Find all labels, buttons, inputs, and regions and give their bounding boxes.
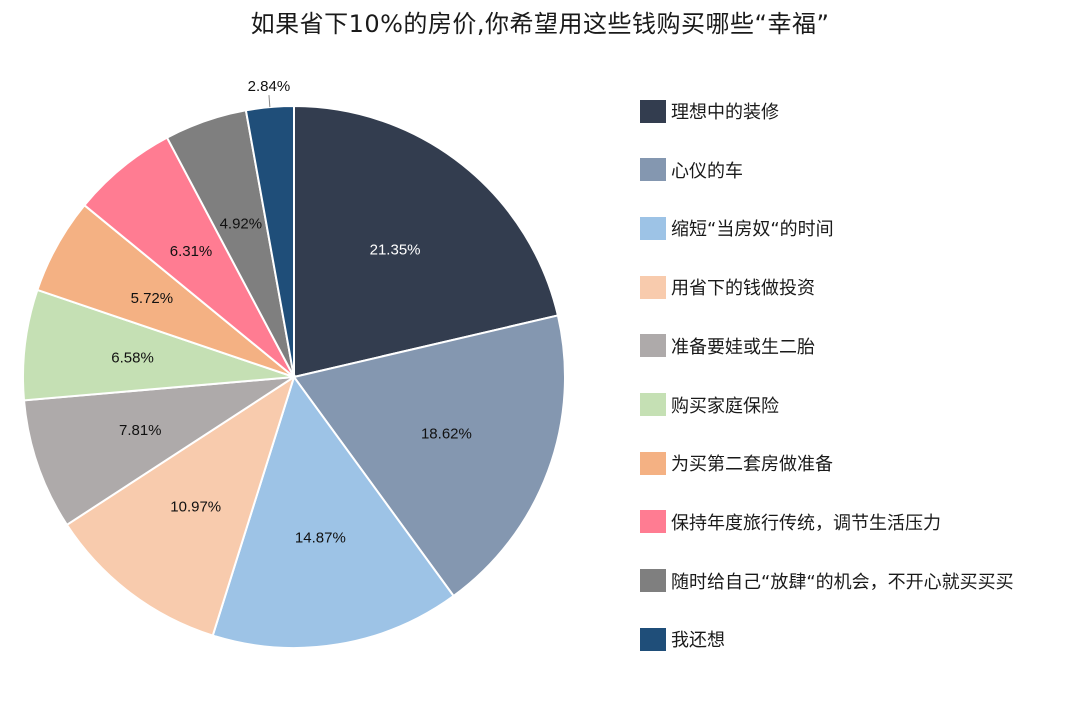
legend-label: 缩短“当房奴“的时间	[671, 219, 834, 241]
legend-item: 准备要娃或生二胎	[640, 333, 815, 359]
legend-item: 用省下的钱做投资	[640, 274, 815, 300]
legend-label: 购买家庭保险	[671, 395, 779, 417]
legend-item: 随时给自己“放肆“的机会，不开心就买买买	[640, 568, 1014, 594]
legend-label: 用省下的钱做投资	[671, 278, 815, 300]
pie-slice	[292, 314, 566, 598]
legend-label: 随时给自己“放肆“的机会，不开心就买买买	[671, 571, 1014, 593]
slice-value-label: 10.97%	[170, 499, 221, 516]
legend-item: 缩短“当房奴“的时间	[640, 215, 834, 241]
slice-value-label: 4.92%	[220, 215, 263, 232]
legend-item: 保持年度旅行传统，调节生活压力	[640, 509, 941, 535]
legend-item: 我还想	[640, 626, 725, 652]
chart-title: 如果省下10%的房价,你希望用这些钱购买哪些“幸福”	[250, 10, 830, 38]
legend-swatch	[640, 569, 666, 593]
legend-swatch	[640, 510, 666, 534]
leader-line	[268, 95, 271, 108]
legend-label: 理想中的装修	[671, 102, 779, 123]
slice-value-label: 7.81%	[119, 422, 162, 439]
slice-value-label: 6.31%	[170, 243, 213, 260]
legend-label: 心仪的车	[671, 160, 743, 182]
legend-label: 为买第二套房做准备	[671, 454, 833, 476]
slice-value-label: 18.62%	[421, 426, 472, 443]
legend-swatch	[640, 393, 666, 416]
legend-item: 理想中的装修	[640, 98, 779, 124]
legend-item: 心仪的车	[640, 157, 743, 183]
slice-value-label: 14.87%	[295, 529, 346, 546]
legend-swatch	[640, 334, 666, 358]
pie-slice	[65, 374, 296, 637]
pie-slice	[22, 376, 295, 527]
legend-item: 购买家庭保险	[640, 392, 779, 418]
slice-value-label: 5.72%	[131, 290, 174, 307]
legend-swatch	[640, 451, 666, 475]
legend-swatch	[640, 275, 666, 299]
legend-label: 准备要娃或生二胎	[671, 336, 815, 358]
pie-slice	[22, 288, 295, 402]
legend-label: 我还想	[671, 630, 725, 652]
slice-value-label: 6.58%	[111, 349, 154, 366]
legend-swatch	[640, 216, 666, 240]
pie-slice	[293, 104, 560, 379]
pie-chart: 21.35% 18.62% 14.87% 10.97% 7.81% 6.58% 5.72% 6…	[22, 78, 566, 649]
legend-item: 为买第二套房做准备	[640, 450, 833, 476]
pie-slice	[244, 104, 295, 378]
legend-swatch	[640, 99, 666, 123]
legend-swatch	[640, 627, 666, 651]
slice-value-label: 21.35%	[370, 242, 421, 259]
legend-swatch	[640, 158, 666, 182]
legend-label: 保持年度旅行传统，调节生活压力	[671, 512, 941, 534]
slice-value-label: 2.84%	[248, 78, 291, 95]
